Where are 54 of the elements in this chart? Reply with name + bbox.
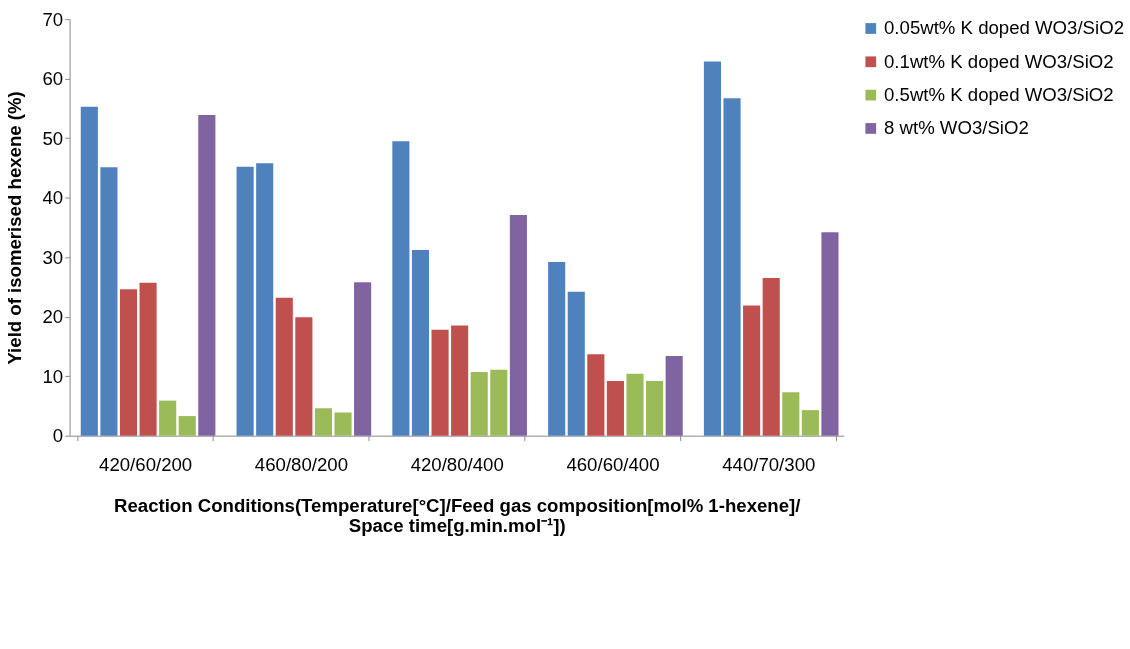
bar <box>314 408 332 436</box>
bar <box>256 163 274 436</box>
bar <box>139 282 157 436</box>
y-axis-title: Yield of isomerised hexene (%) <box>3 91 25 365</box>
x-axis-title: Reaction Conditions(Temperature[°C]/Feed gas composition[mol% 1-hexene]/ Space time[g.min.mol⁻¹]) <box>113 494 801 537</box>
bar <box>801 410 819 436</box>
y-tick-label: 0 <box>52 425 64 447</box>
bar <box>80 106 98 436</box>
bar <box>743 305 761 436</box>
bar <box>567 291 585 436</box>
legend-label: 0.1wt% K doped WO3/SiO2 <box>884 50 1114 72</box>
bar <box>119 289 138 436</box>
bar <box>509 214 527 436</box>
bar <box>548 261 566 436</box>
bar <box>821 232 839 436</box>
legend-label: 8 wt% WO3/SiO2 <box>884 117 1029 139</box>
bar <box>275 297 293 436</box>
y-tick-label: 10 <box>42 365 64 387</box>
bar <box>431 329 449 436</box>
bar <box>723 98 741 436</box>
bar <box>703 61 722 436</box>
bar <box>354 282 372 436</box>
y-tick-label: 20 <box>42 306 64 328</box>
bar <box>198 114 216 436</box>
y-tick-label: 40 <box>42 187 64 209</box>
y-tick-label: 30 <box>42 246 64 268</box>
bar <box>626 373 644 436</box>
bar <box>100 167 118 436</box>
y-tick-label: 50 <box>42 127 64 149</box>
legend-label: 0.05wt% K doped WO3/SiO2 <box>884 17 1124 39</box>
x-tick-label: 420/80/400 <box>410 454 504 476</box>
bar <box>665 355 683 436</box>
bar <box>392 141 410 436</box>
bar <box>159 400 177 436</box>
x-tick-label: 420/60/200 <box>99 454 193 476</box>
bar <box>451 325 469 436</box>
bar <box>178 416 196 436</box>
legend-label: 0.5wt% K doped WO3/SiO2 <box>884 84 1114 105</box>
bar <box>646 380 664 436</box>
x-tick-label: 460/60/400 <box>566 454 660 476</box>
x-tick-label: 440/70/300 <box>722 454 816 476</box>
bar <box>470 372 488 436</box>
x-tick-label: 460/80/200 <box>254 454 348 476</box>
bar <box>782 392 800 436</box>
bar <box>236 166 254 436</box>
bar <box>762 278 780 436</box>
bar <box>295 317 313 436</box>
bar <box>334 412 352 436</box>
y-tick-label: 60 <box>42 68 64 90</box>
bar <box>587 354 605 436</box>
bar <box>490 369 508 436</box>
bar <box>606 380 624 436</box>
bar <box>411 250 430 436</box>
y-tick-label: 70 <box>42 8 64 30</box>
